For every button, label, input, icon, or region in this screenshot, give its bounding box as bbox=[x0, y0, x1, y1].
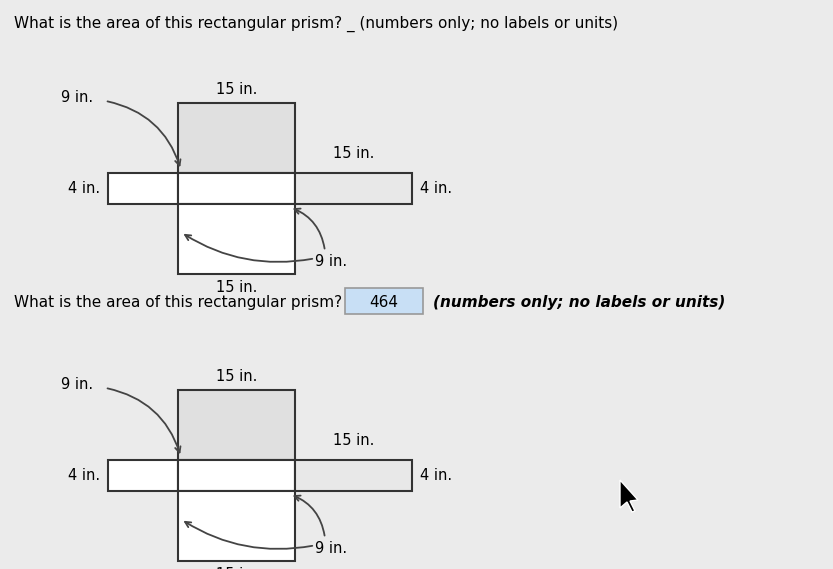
Text: 15 in.: 15 in. bbox=[216, 567, 257, 569]
Text: What is the area of this rectangular prism? _ (numbers only; no labels or units): What is the area of this rectangular pri… bbox=[14, 16, 618, 32]
Bar bbox=[295, 173, 412, 204]
Bar bbox=[178, 390, 295, 460]
Text: 464: 464 bbox=[370, 295, 398, 310]
Text: (numbers only; no labels or units): (numbers only; no labels or units) bbox=[433, 295, 726, 310]
Bar bbox=[178, 204, 295, 274]
Bar bbox=[178, 173, 295, 204]
Text: 4 in.: 4 in. bbox=[420, 181, 452, 196]
Text: 9 in.: 9 in. bbox=[61, 377, 92, 392]
Text: 4 in.: 4 in. bbox=[420, 468, 452, 483]
Bar bbox=[178, 460, 295, 491]
Text: 4 in.: 4 in. bbox=[67, 181, 100, 196]
Bar bbox=[107, 460, 178, 491]
Bar bbox=[345, 288, 423, 314]
Text: 4 in.: 4 in. bbox=[67, 468, 100, 483]
Bar bbox=[178, 103, 295, 173]
Bar bbox=[295, 460, 412, 491]
Text: 15 in.: 15 in. bbox=[216, 369, 257, 384]
Bar bbox=[107, 173, 178, 204]
Text: 9 in.: 9 in. bbox=[315, 541, 347, 556]
Text: 15 in.: 15 in. bbox=[333, 146, 374, 161]
Text: 15 in.: 15 in. bbox=[216, 82, 257, 97]
Text: 9 in.: 9 in. bbox=[315, 254, 347, 269]
Text: 15 in.: 15 in. bbox=[216, 281, 257, 295]
Text: What is the area of this rectangular prism?: What is the area of this rectangular pri… bbox=[14, 295, 342, 310]
Polygon shape bbox=[620, 480, 638, 512]
Text: 9 in.: 9 in. bbox=[61, 90, 92, 105]
Text: 15 in.: 15 in. bbox=[333, 433, 374, 448]
Bar bbox=[178, 491, 295, 562]
